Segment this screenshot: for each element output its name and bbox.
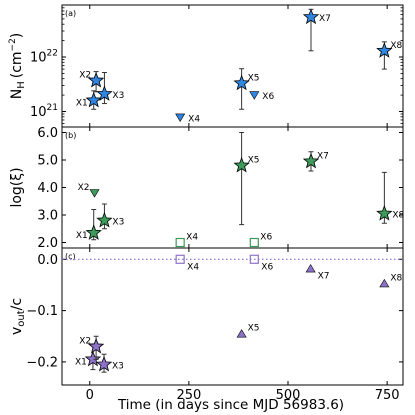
data-point-x1: X1 xyxy=(76,90,102,110)
data-point-x7: X7 xyxy=(302,151,329,172)
star-marker xyxy=(302,8,320,25)
panel-frame xyxy=(61,247,404,386)
open-square-marker xyxy=(249,254,259,264)
y-tick-label: 1021 xyxy=(30,103,58,120)
data-point-x3: X3 xyxy=(96,203,124,230)
triangle-down-marker xyxy=(89,189,100,198)
data-point-x6: X6 xyxy=(249,91,274,102)
y-tick-label: 5.0 xyxy=(37,154,58,169)
star-marker xyxy=(85,91,102,108)
star-marker xyxy=(96,211,113,228)
data-point-x5: X5 xyxy=(233,132,260,226)
star-marker xyxy=(233,156,250,173)
point-label: X5 xyxy=(248,156,260,166)
data-point-x4: X4 xyxy=(175,113,200,124)
point-label: X2 xyxy=(78,183,90,193)
data-point-x2: X2 xyxy=(78,183,100,198)
point-label: X6 xyxy=(260,233,272,243)
panel-label: (b) xyxy=(65,131,76,140)
star-marker xyxy=(95,355,113,372)
y-tick-label: 4.0 xyxy=(37,181,58,196)
x-axis-label: Time (in days since MJD 56983.6) xyxy=(117,397,344,413)
point-label: X3 xyxy=(112,361,124,371)
y-tick-label: 0.0 xyxy=(37,253,58,268)
triangle-up-marker xyxy=(305,263,316,273)
point-label: X2 xyxy=(79,71,91,81)
open-square-marker xyxy=(175,254,185,264)
point-label: X7 xyxy=(317,151,329,161)
point-label: X4 xyxy=(188,114,200,124)
triangle-up-marker xyxy=(236,329,247,338)
triangle-up-marker xyxy=(379,278,390,288)
point-label: X1 xyxy=(75,357,87,367)
point-label: X8 xyxy=(390,273,402,283)
x-tick-label: 0 xyxy=(86,388,94,403)
star-marker xyxy=(233,74,250,91)
star-marker xyxy=(87,71,105,88)
star-marker xyxy=(85,224,102,240)
data-point-x6: X6 xyxy=(249,254,273,272)
panels: (a)10211022NH(cm−2)X1X2X3X4X5X6X7X8(b)2.… xyxy=(8,4,405,403)
y-tick-label: −0.2 xyxy=(26,355,58,370)
y-axis-label: vout/c xyxy=(9,298,27,335)
y-tick-label: −0.1 xyxy=(26,304,58,319)
point-label: X5 xyxy=(248,324,260,334)
data-point-x5: X5 xyxy=(233,68,260,110)
point-label: X5 xyxy=(248,73,260,83)
point-label: X8 xyxy=(392,211,404,221)
data-point-x3: X3 xyxy=(95,353,124,373)
open-square-marker xyxy=(249,237,259,248)
data-point-x3: X3 xyxy=(96,71,124,105)
data-point-x6: X6 xyxy=(249,233,272,248)
x-tick-label: 250 xyxy=(176,388,201,403)
data-point-x4: X4 xyxy=(175,233,198,248)
y-axis-label: log(ξ) xyxy=(9,167,25,207)
x-tick-label: 750 xyxy=(375,388,400,403)
point-label: X6 xyxy=(261,262,273,272)
data-point-x5: X5 xyxy=(236,324,260,338)
data-point-x8: X8 xyxy=(376,171,405,224)
x-axis: 0 250 500 750 xyxy=(86,388,400,403)
star-marker xyxy=(96,85,113,101)
data-point-x4: X4 xyxy=(175,254,199,272)
point-label: X2 xyxy=(79,337,91,347)
point-label: X1 xyxy=(76,231,88,241)
point-label: X4 xyxy=(187,262,199,272)
point-label: X8 xyxy=(390,41,402,51)
point-label: X3 xyxy=(112,91,124,101)
star-marker xyxy=(87,337,105,354)
triangle-down-marker xyxy=(175,113,186,122)
y-tick-label: 2.0 xyxy=(37,236,58,251)
panel-label: (c) xyxy=(65,252,76,261)
point-label: X3 xyxy=(112,218,124,228)
data-point-x7: X7 xyxy=(305,263,330,282)
y-tick-label: 1022 xyxy=(30,49,58,66)
data-point-x2: X2 xyxy=(79,335,105,360)
y-tick-label: 6.0 xyxy=(37,126,58,141)
y-tick-label: 3.0 xyxy=(37,209,58,224)
open-square-marker xyxy=(175,237,185,248)
star-marker xyxy=(376,205,393,221)
triangle-down-marker xyxy=(249,91,260,100)
x-tick-label: 500 xyxy=(276,388,301,403)
y-axis-label: NH(cm−2) xyxy=(8,33,27,100)
star-marker xyxy=(84,350,102,367)
data-point-x1: X1 xyxy=(76,209,102,241)
point-label: X7 xyxy=(318,272,330,282)
point-label: X1 xyxy=(76,98,88,108)
panel-label: (a) xyxy=(65,9,76,18)
panel-vout: (c) 0.0 −0.1 −0.2 vout/c X1 X2 X3 X4 X5 X6 X7 X8 xyxy=(9,247,404,386)
point-label: X7 xyxy=(319,14,331,24)
point-label: X4 xyxy=(186,233,198,243)
star-marker xyxy=(376,42,393,58)
data-point-x8: X8 xyxy=(379,273,403,288)
point-label: X6 xyxy=(262,92,274,102)
star-marker xyxy=(302,152,320,169)
data-point-x8: X8 xyxy=(376,41,403,70)
data-point-x7: X7 xyxy=(302,8,331,52)
panel-xi: (b) 2.0 3.0 4.0 5.0 6.0 log(ξ) X1 X2 X3 X4 X5 X6 X7 X8 xyxy=(9,126,405,251)
